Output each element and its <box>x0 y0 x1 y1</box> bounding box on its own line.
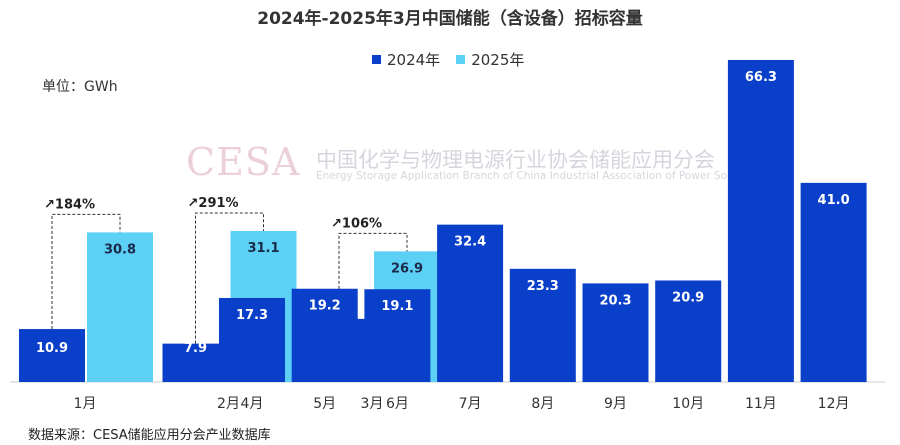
x-tick-label-3: 3月 <box>361 396 384 412</box>
data-label-2025-3: 26.9 <box>391 261 423 276</box>
legend: 2024年 2025年 <box>372 49 540 70</box>
data-label-2024-7: 32.4 <box>454 235 486 250</box>
data-source: 数据来源：CESA储能应用分会产业数据库 <box>28 428 271 443</box>
x-tick-label-5: 5月 <box>313 396 336 412</box>
bar-2024-2 <box>162 343 229 382</box>
growth-bracket-1 <box>51 213 121 330</box>
data-label-2024-12: 41.0 <box>818 193 850 208</box>
legend-label-2025: 2025年 <box>471 50 525 69</box>
data-label-2024-8: 23.3 <box>527 279 559 294</box>
bar-2024-4 <box>219 297 285 382</box>
growth-bracket-3 <box>338 232 408 319</box>
bar-2025-1 <box>87 232 153 382</box>
bar-2024-9 <box>582 283 649 382</box>
legend-label-2024: 2024年 <box>387 50 441 69</box>
data-label-2024-9: 20.3 <box>599 293 631 308</box>
x-tick-label-12: 12月 <box>818 396 850 412</box>
x-tick-label-11: 11月 <box>745 396 777 412</box>
data-label-2025-1: 30.8 <box>104 242 136 257</box>
bar-2024-5 <box>291 288 358 382</box>
data-label-2024-4: 17.3 <box>236 308 268 323</box>
data-label-2024-1: 10.9 <box>36 341 68 356</box>
data-label-2024-5: 19.2 <box>309 299 341 314</box>
data-label-2024-10: 20.9 <box>672 290 704 305</box>
legend-swatch-2024 <box>372 54 381 64</box>
x-tick-label-4: 4月 <box>241 396 264 412</box>
bar-2024-6 <box>364 289 431 382</box>
x-tick-label-9: 9月 <box>604 396 627 412</box>
bar-2024-11 <box>727 59 794 382</box>
legend-item-2025: 2025年 <box>456 49 524 70</box>
x-tick-label-10: 10月 <box>672 396 704 412</box>
legend-swatch-2025 <box>456 54 466 64</box>
unit-label: 单位：GWh <box>42 79 118 95</box>
data-label-2025-2: 31.1 <box>247 241 279 256</box>
bar-2024-7 <box>437 224 504 382</box>
growth-label-2: ↗291% <box>188 196 239 211</box>
x-tick-label-6: 6月 <box>386 396 409 412</box>
bar-2024-10 <box>655 280 722 382</box>
x-tick-label-1: 1月 <box>74 396 97 412</box>
chart-title: 2024年-2025年3月中国储能（含设备）招标容量 <box>257 9 643 29</box>
data-label-2024-2: 7.9 <box>184 341 207 356</box>
growth-label-1: ↗184% <box>44 197 95 212</box>
bar-2024-8 <box>509 268 576 382</box>
bar-2024-1 <box>19 329 85 382</box>
growth-label-3: ↗106% <box>331 216 382 231</box>
x-tick-label-7: 7月 <box>459 396 482 412</box>
legend-item-2024: 2024年 <box>372 49 440 70</box>
data-label-2024-11: 66.3 <box>745 70 777 85</box>
data-label-2024-6: 19.1 <box>381 299 413 314</box>
x-tick-label-2: 2月 <box>217 396 240 412</box>
bar-2024-12 <box>800 182 867 382</box>
growth-bracket-2 <box>195 212 264 344</box>
x-tick-label-8: 8月 <box>531 396 554 412</box>
